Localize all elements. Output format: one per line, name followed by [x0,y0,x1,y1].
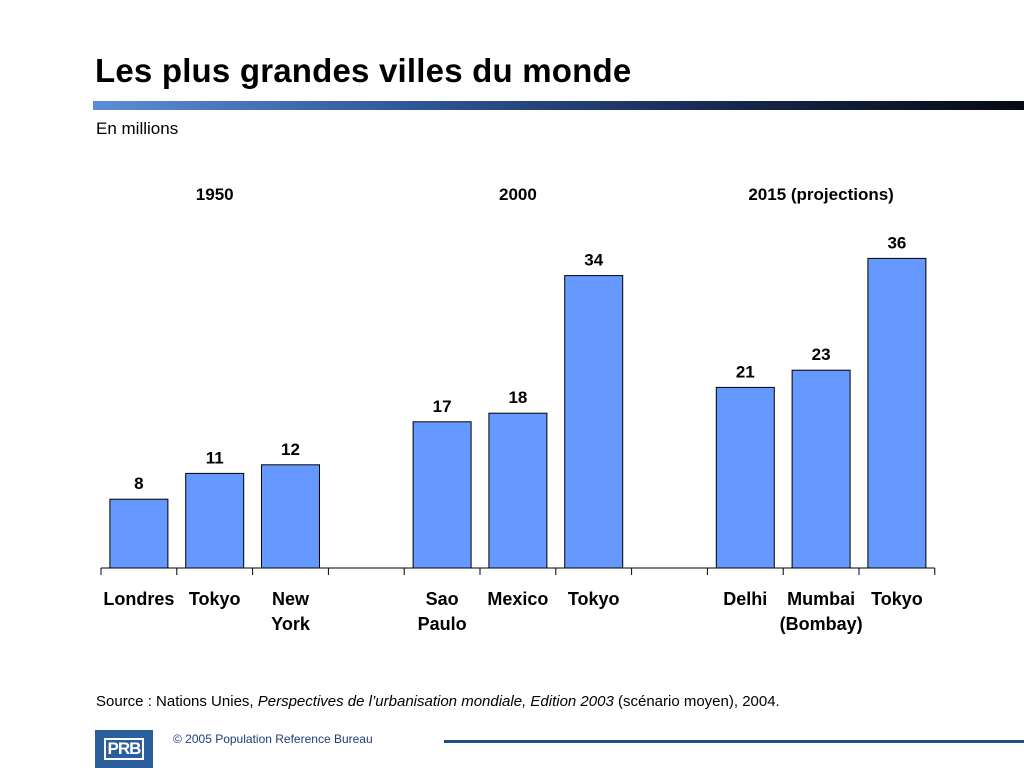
category-label: Delhi [723,589,767,609]
footer-rule [444,740,1024,743]
value-label: 17 [433,397,452,416]
value-label: 21 [736,362,755,381]
title-rule [93,101,1024,110]
bar-chart: 8 Londres 11 Tokyo 12 New York 1950 17 Sao Paulo 18… [100,185,936,634]
source-note: Source : Nations Unies, Perspectives de … [96,693,780,710]
category-label: Mumbai (Bombay) [780,589,863,634]
bar [185,472,245,569]
bar [564,275,624,569]
prb-logo-text: PRB [103,738,145,760]
source-suffix: (scénario moyen), 2004. [613,693,780,710]
value-label: 18 [508,388,527,407]
category-label: Tokyo [189,589,241,609]
category-label: Tokyo [568,589,620,609]
category-label: New York [271,589,311,634]
value-label: 11 [206,448,224,467]
source-title: Perspectives de l’urbanisation mondiale,… [257,693,614,710]
category-label: Londres [103,589,174,609]
value-label: 12 [281,440,300,459]
value-label: 8 [134,474,143,493]
category-label: Tokyo [871,589,923,609]
bar [791,369,851,569]
prb-logo: PRB [95,730,153,768]
copyright-text: © 2005 Population Reference Bureau [173,732,373,746]
chart-subtitle: En millions [96,119,179,138]
bar [412,421,472,569]
page-title: Les plus grandes villes du monde [95,52,632,89]
value-label: 36 [887,233,906,252]
group-label: 1950 [196,185,234,204]
bar [109,498,169,569]
bar [867,257,927,569]
value-label: 34 [584,251,603,270]
source-prefix: Source : Nations Unies, [96,693,258,710]
bar [488,412,548,569]
bar [261,464,320,569]
group-label: 2015 (projections) [748,185,894,204]
value-label: 23 [812,345,831,364]
bar [715,386,775,569]
group-label: 2000 [499,185,537,204]
category-label: Mexico [487,589,548,609]
category-label: Sao Paulo [418,589,467,634]
